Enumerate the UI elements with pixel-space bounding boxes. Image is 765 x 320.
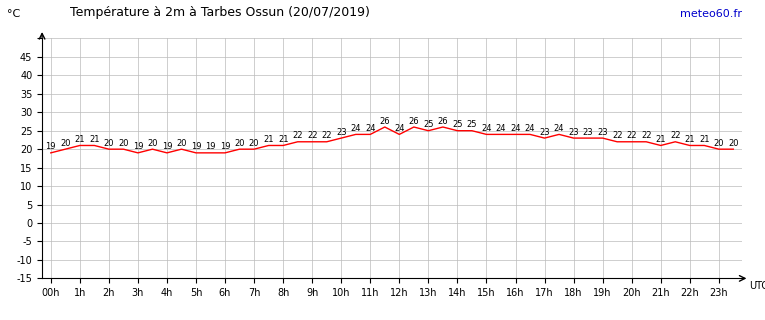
Text: 24: 24 [481, 124, 492, 133]
Text: 21: 21 [263, 135, 274, 144]
Text: 20: 20 [714, 139, 724, 148]
Text: 25: 25 [423, 120, 434, 129]
Text: Température à 2m à Tarbes Ossun (20/07/2019): Température à 2m à Tarbes Ossun (20/07/2… [70, 6, 370, 19]
Text: 22: 22 [307, 131, 317, 140]
Text: 23: 23 [597, 128, 608, 137]
Text: 24: 24 [350, 124, 361, 133]
Text: 19: 19 [132, 142, 143, 151]
Text: 23: 23 [583, 128, 594, 137]
Text: 20: 20 [118, 139, 129, 148]
Text: 24: 24 [365, 124, 376, 133]
Text: 20: 20 [60, 139, 70, 148]
Text: 21: 21 [685, 135, 695, 144]
Text: 25: 25 [452, 120, 463, 129]
Text: 20: 20 [234, 139, 245, 148]
Text: 26: 26 [438, 116, 448, 125]
Text: 23: 23 [336, 128, 347, 137]
Text: 20: 20 [249, 139, 259, 148]
Text: 23: 23 [539, 128, 550, 137]
Text: 26: 26 [409, 116, 419, 125]
Text: 19: 19 [161, 142, 172, 151]
Text: 22: 22 [641, 131, 652, 140]
Text: °C: °C [8, 9, 21, 19]
Text: 24: 24 [525, 124, 536, 133]
Text: 24: 24 [554, 124, 565, 133]
Text: 20: 20 [728, 139, 738, 148]
Text: 21: 21 [278, 135, 288, 144]
Text: 19: 19 [46, 142, 56, 151]
Text: 23: 23 [568, 128, 579, 137]
Text: 19: 19 [220, 142, 230, 151]
Text: 21: 21 [699, 135, 710, 144]
Text: 25: 25 [467, 120, 477, 129]
Text: 21: 21 [74, 135, 85, 144]
Text: 24: 24 [394, 124, 405, 133]
Text: 22: 22 [627, 131, 637, 140]
Text: UTC: UTC [749, 281, 765, 291]
Text: 22: 22 [292, 131, 303, 140]
Text: 20: 20 [176, 139, 187, 148]
Text: 26: 26 [379, 116, 390, 125]
Text: meteo60.fr: meteo60.fr [680, 9, 742, 19]
Text: 22: 22 [670, 131, 681, 140]
Text: 19: 19 [205, 142, 216, 151]
Text: 22: 22 [321, 131, 332, 140]
Text: 24: 24 [496, 124, 506, 133]
Text: 20: 20 [103, 139, 114, 148]
Text: 22: 22 [612, 131, 623, 140]
Text: 20: 20 [147, 139, 158, 148]
Text: 21: 21 [89, 135, 99, 144]
Text: 21: 21 [656, 135, 666, 144]
Text: 24: 24 [510, 124, 521, 133]
Text: 19: 19 [190, 142, 201, 151]
